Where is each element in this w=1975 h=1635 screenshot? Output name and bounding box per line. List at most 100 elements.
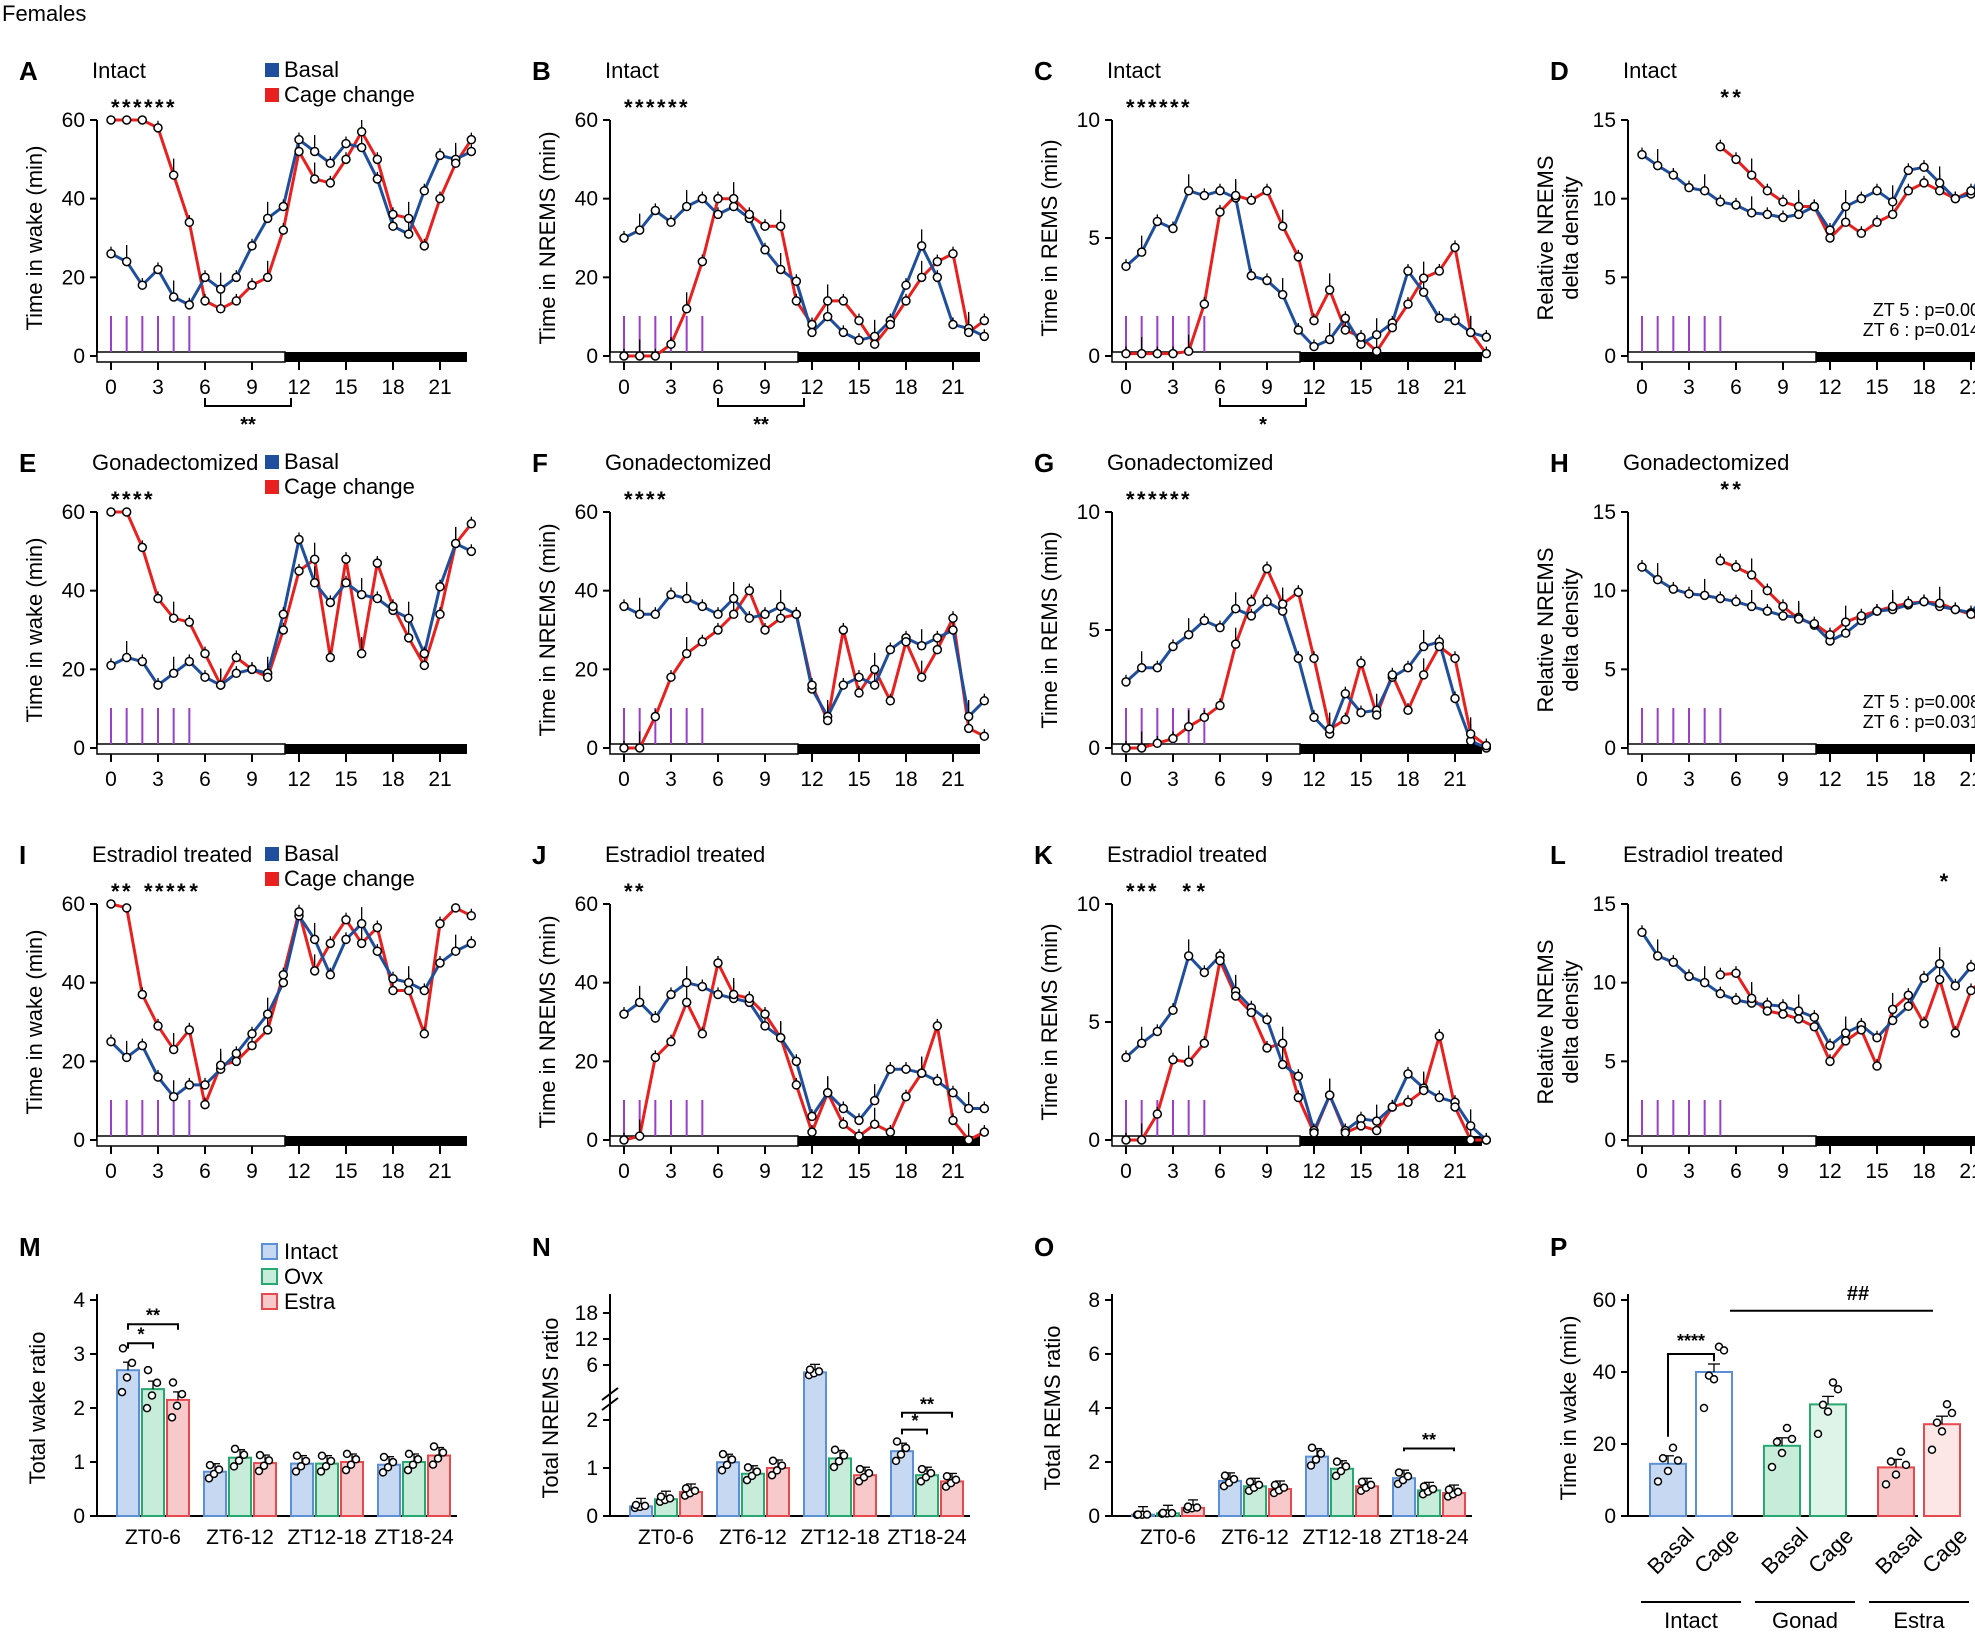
x-tick-label: ZT18-24: [374, 1526, 454, 1549]
data-point: [351, 1455, 361, 1464]
data-point-cage: [1887, 601, 1898, 612]
data-point-basal: [1168, 1005, 1178, 1015]
legend-swatch-basal: [265, 847, 279, 861]
data-point-basal: [168, 1091, 179, 1102]
data-point: [1336, 1466, 1346, 1476]
panel-letter: O: [1034, 1232, 1054, 1262]
x-tick-label: 18: [894, 768, 917, 791]
y-tick-label: 60: [575, 109, 598, 132]
data-point-cage: [728, 609, 739, 620]
data-point-cage: [1887, 209, 1898, 220]
x-tick-label: 9: [1777, 768, 1789, 791]
data-point-basal: [1262, 275, 1272, 286]
data-point: [892, 1437, 902, 1446]
data-point-cage: [121, 903, 132, 913]
data-point-basal: [1168, 223, 1178, 234]
data-point-cage: [1293, 252, 1304, 262]
bar: [803, 1371, 827, 1518]
data-point: [1192, 1503, 1202, 1512]
data-point-basal: [1293, 325, 1304, 335]
data-point-cage: [650, 711, 661, 722]
data-point-cage: [666, 1036, 676, 1047]
data-point-basal: [869, 680, 880, 690]
data-point-basal: [932, 633, 943, 643]
data-point: [1444, 1485, 1454, 1494]
data-point-cage: [1434, 266, 1445, 276]
data-point-basal: [372, 946, 383, 956]
data-point-cage: [697, 256, 708, 267]
data-point: [1777, 1448, 1787, 1458]
data-point-cage: [466, 911, 477, 921]
data-point-cage: [1309, 653, 1319, 664]
x-tick-label: 21: [1443, 376, 1466, 399]
data-point-cage: [1746, 993, 1757, 1004]
x-tick-label: 3: [665, 1160, 677, 1183]
data-point-cage: [247, 1040, 257, 1051]
legend-label-basal: Basal: [284, 57, 339, 82]
data-point-basal: [1652, 574, 1663, 585]
series-line-basal: [623, 592, 986, 720]
data-point-cage: [1387, 322, 1398, 333]
data-point-cage: [372, 558, 383, 568]
dark-phase-bar: [1300, 352, 1482, 362]
data-point: [234, 1456, 244, 1465]
data-point: [891, 1456, 901, 1466]
data-point-cage: [1418, 670, 1429, 680]
significance-star: *: [144, 95, 153, 120]
data-point: [1772, 1437, 1782, 1447]
data-point-cage: [932, 1021, 943, 1031]
y-tick-label: 0: [73, 1505, 85, 1528]
data-point-basal: [1152, 216, 1163, 227]
data-point-cage: [1277, 221, 1288, 231]
significance-star: *: [1159, 95, 1168, 120]
data-point-cage: [1183, 1057, 1194, 1067]
data-point-cage: [341, 914, 351, 925]
data-point-basal: [807, 1111, 817, 1122]
data-point-basal: [901, 280, 911, 290]
data-point-basal: [666, 989, 676, 1000]
significance-star: *: [1126, 879, 1135, 904]
data-point: [230, 1444, 240, 1454]
data-point-basal: [775, 601, 786, 612]
data-point-cage: [1246, 1007, 1257, 1018]
data-point-cage: [1324, 1090, 1335, 1100]
data-point-cage: [1121, 743, 1131, 753]
data-point-cage: [1215, 700, 1225, 711]
data-point-cage: [1324, 285, 1335, 295]
data-point-basal: [466, 146, 477, 157]
data-point-basal: [231, 1048, 242, 1059]
x-tick-label: 0: [618, 768, 630, 791]
significance-bracket: [717, 398, 805, 407]
data-point: [168, 1378, 178, 1387]
panel-letter: K: [1034, 840, 1053, 870]
panel-title: Intact: [1623, 58, 1677, 83]
x-tick-label: 9: [1777, 1160, 1789, 1183]
bar: [1809, 1403, 1847, 1518]
data-point-cage: [1919, 178, 1929, 188]
y-tick-label: 2: [73, 1397, 85, 1420]
data-point-basal: [1309, 341, 1319, 352]
p-value-annotation: ZT 5 : p=0.0083: [1863, 692, 1975, 712]
data-point-basal: [1731, 596, 1741, 607]
significance-star: *: [1940, 869, 1949, 894]
data-point-cage: [309, 554, 320, 564]
data-point-basal: [1793, 1006, 1804, 1016]
y-tick-label: 0: [73, 345, 85, 368]
x-tick-label: 9: [1261, 1160, 1273, 1183]
data-point: [631, 1500, 641, 1510]
y-tick-label: 5: [1088, 1011, 1100, 1034]
x-tick-label: Cage: [1803, 1523, 1858, 1578]
x-tick-label: 3: [1167, 1160, 1179, 1183]
data-point-cage: [1481, 1135, 1492, 1145]
data-point: [1782, 1423, 1792, 1433]
data-point-cage: [1136, 1135, 1147, 1145]
data-point-basal: [1340, 688, 1351, 699]
data-point-cage: [184, 217, 195, 228]
y-tick-label: 10: [1593, 188, 1616, 211]
data-point-cage: [1919, 596, 1929, 607]
x-tick-label: 15: [847, 768, 870, 791]
data-point: [777, 1461, 787, 1470]
